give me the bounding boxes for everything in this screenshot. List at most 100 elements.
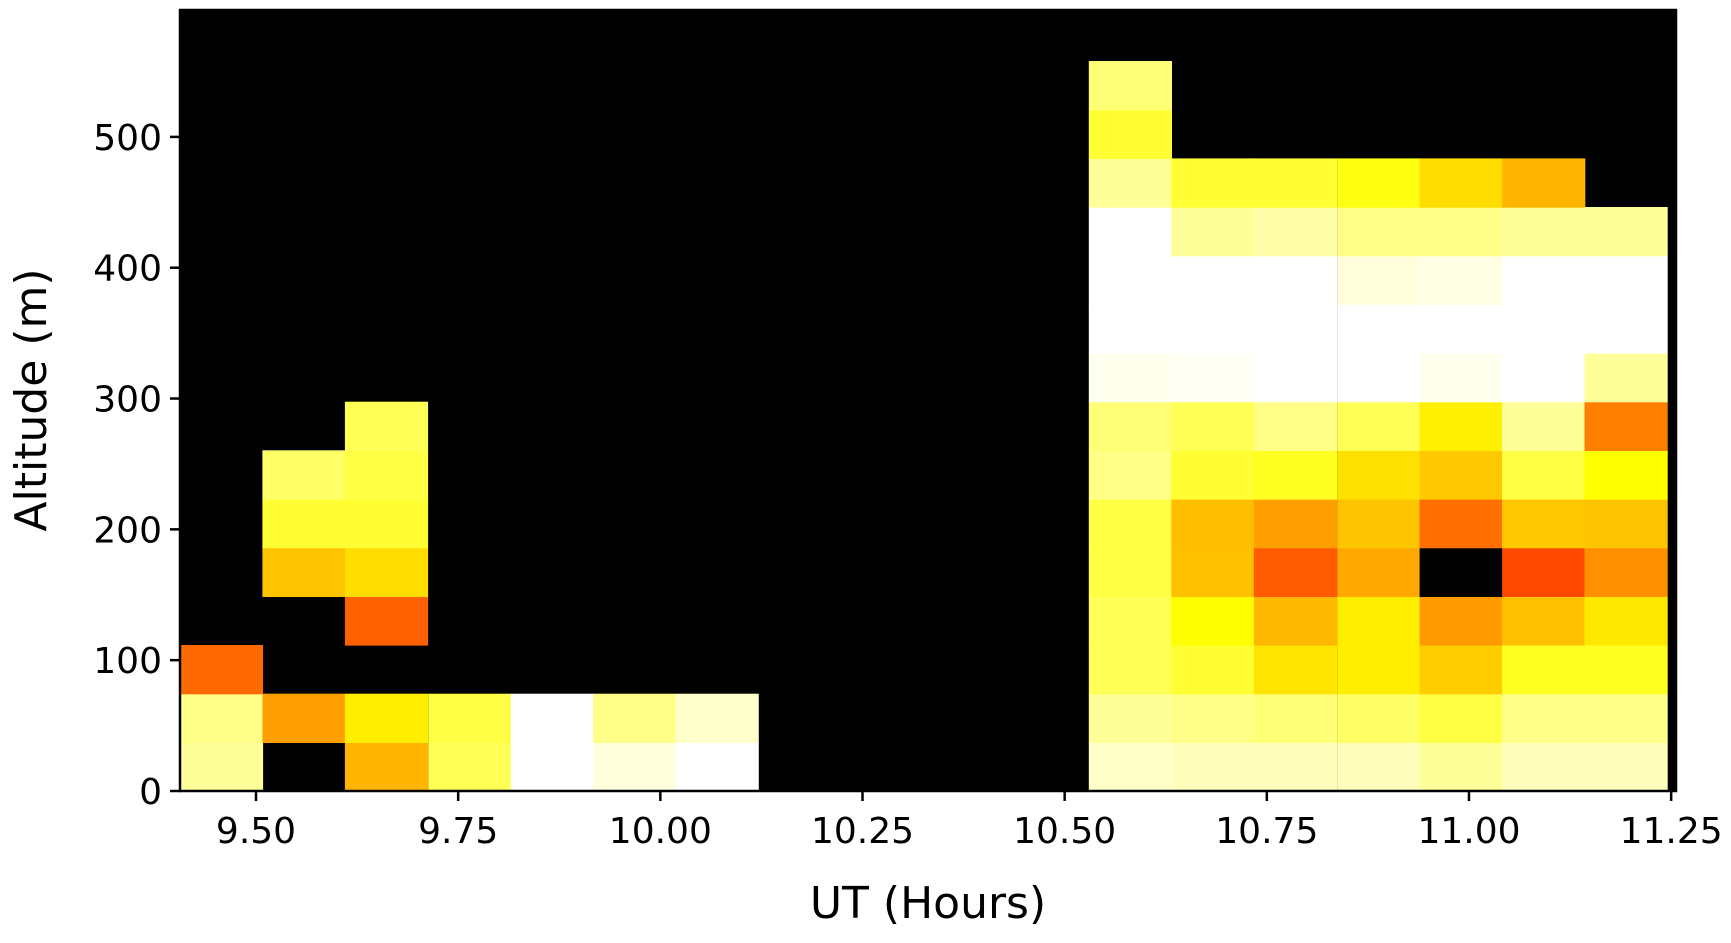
heatmap-cell (1419, 596, 1503, 646)
heatmap-cell (1419, 450, 1503, 500)
heatmap-cell (1253, 450, 1337, 500)
heatmap-cell (1337, 645, 1421, 695)
heatmap-cell (1337, 304, 1421, 354)
heatmap-cell (1171, 547, 1255, 597)
heatmap-cell (1088, 401, 1172, 451)
x-axis-title: UT (Hours) (810, 878, 1046, 929)
heatmap-cell (593, 742, 677, 792)
heatmap-cell (1584, 596, 1668, 646)
heatmap-cell (510, 742, 594, 792)
heatmap-cell (1253, 401, 1337, 451)
heatmap-cell (1502, 596, 1586, 646)
heatmap-cell (1088, 742, 1172, 792)
heatmap-cell (1337, 450, 1421, 500)
x-tick-label: 9.75 (418, 811, 498, 852)
heatmap-cell (1171, 304, 1255, 354)
heatmap-cell (1419, 499, 1503, 549)
heatmap-cell (1502, 401, 1586, 451)
heatmap-cell (1171, 450, 1255, 500)
heatmap-cell (1419, 304, 1503, 354)
heatmap-cell (1502, 645, 1586, 695)
heatmap-cell (1088, 109, 1172, 159)
heatmap-cell (1502, 547, 1586, 597)
heatmap-cell (428, 693, 512, 743)
heatmap-cell (344, 401, 429, 451)
y-tick-label: 400 (93, 249, 162, 290)
heatmap-cell (1419, 742, 1503, 792)
x-tick-label: 11.25 (1620, 811, 1723, 852)
y-axis-title: Altitude (m) (6, 268, 57, 531)
heatmap-cell (179, 693, 264, 743)
heatmap-cell (344, 450, 429, 500)
heatmap-cell (1171, 693, 1255, 743)
heatmap-cell (1171, 353, 1255, 403)
heatmap-cell (1337, 742, 1421, 792)
heatmap-cell (179, 645, 264, 695)
heatmap-cell (1502, 207, 1586, 257)
heatmap-cell (1337, 499, 1421, 549)
heatmap-cell (1584, 645, 1668, 695)
heatmap-cell (1088, 645, 1172, 695)
heatmap-cell (1253, 353, 1337, 403)
heatmap-cell (1088, 450, 1172, 500)
heatmap-cell (179, 742, 264, 792)
heatmap-cell (1584, 499, 1668, 549)
heatmap-cell (1584, 255, 1668, 305)
heatmap-cell (1253, 596, 1337, 646)
heatmap-cell (262, 499, 346, 549)
heatmap-cell (1419, 645, 1503, 695)
heatmap-cell (1088, 353, 1172, 403)
heatmap-cell (1337, 547, 1421, 597)
heatmap-cell (1088, 158, 1172, 208)
heatmap-cell (1253, 499, 1337, 549)
heatmap-cell (1584, 547, 1668, 597)
heatmap-cell (1584, 401, 1668, 451)
heatmap-cell (1337, 353, 1421, 403)
heatmap-cell (1419, 693, 1503, 743)
heatmap-cell (1337, 401, 1421, 451)
heatmap-cell (1171, 401, 1255, 451)
heatmap-cell (1502, 450, 1586, 500)
heatmap-cell (1171, 596, 1255, 646)
y-tick-label: 0 (139, 772, 162, 813)
heatmap-cell (1337, 207, 1421, 257)
x-axis-ticks: 9.50 9.75 10.00 10.25 10.50 10.75 11.00 11.25 (216, 791, 1723, 852)
heatmap-cell (1253, 255, 1337, 305)
heatmap-cell (1088, 596, 1172, 646)
heatmap-cell (1171, 207, 1255, 257)
heatmap-cell (1419, 158, 1503, 208)
heatmap-cell (1502, 255, 1586, 305)
heatmap-cell (1253, 693, 1337, 743)
heatmap-cell (344, 693, 429, 743)
heatmap-cell (1337, 158, 1421, 208)
heatmap-cell (1253, 304, 1337, 354)
heatmap-cell (593, 693, 677, 743)
heatmap-cell (1337, 693, 1421, 743)
heatmap-cell (1253, 158, 1337, 208)
heatmap-cell (1253, 742, 1337, 792)
x-tick-label: 10.25 (811, 811, 914, 852)
heatmap-cell (1584, 693, 1668, 743)
heatmap-cell (1584, 742, 1668, 792)
heatmap-cell (344, 547, 429, 597)
heatmap-cell (1088, 255, 1172, 305)
heatmap-cells (179, 61, 1668, 792)
heatmap-cell (1088, 499, 1172, 549)
heatmap-cell (675, 693, 759, 743)
heatmap-cell (1502, 353, 1586, 403)
heatmap-cell (1419, 353, 1503, 403)
heatmap-cell (1419, 401, 1503, 451)
heatmap-cell (1171, 255, 1255, 305)
heatmap-cell (1584, 353, 1668, 403)
heatmap-cell (1419, 207, 1503, 257)
plot-frame (178, 8, 1678, 793)
heatmap-cell (1171, 645, 1255, 695)
heatmap-cell (1088, 693, 1172, 743)
heatmap-cell (428, 742, 512, 792)
heatmap-cell (1502, 742, 1586, 792)
heatmap-cell (1253, 547, 1337, 597)
x-tick-label: 10.75 (1215, 811, 1318, 852)
heatmap-cell (1253, 207, 1337, 257)
heatmap-cell (1419, 255, 1503, 305)
heatmap-cell (1088, 547, 1172, 597)
